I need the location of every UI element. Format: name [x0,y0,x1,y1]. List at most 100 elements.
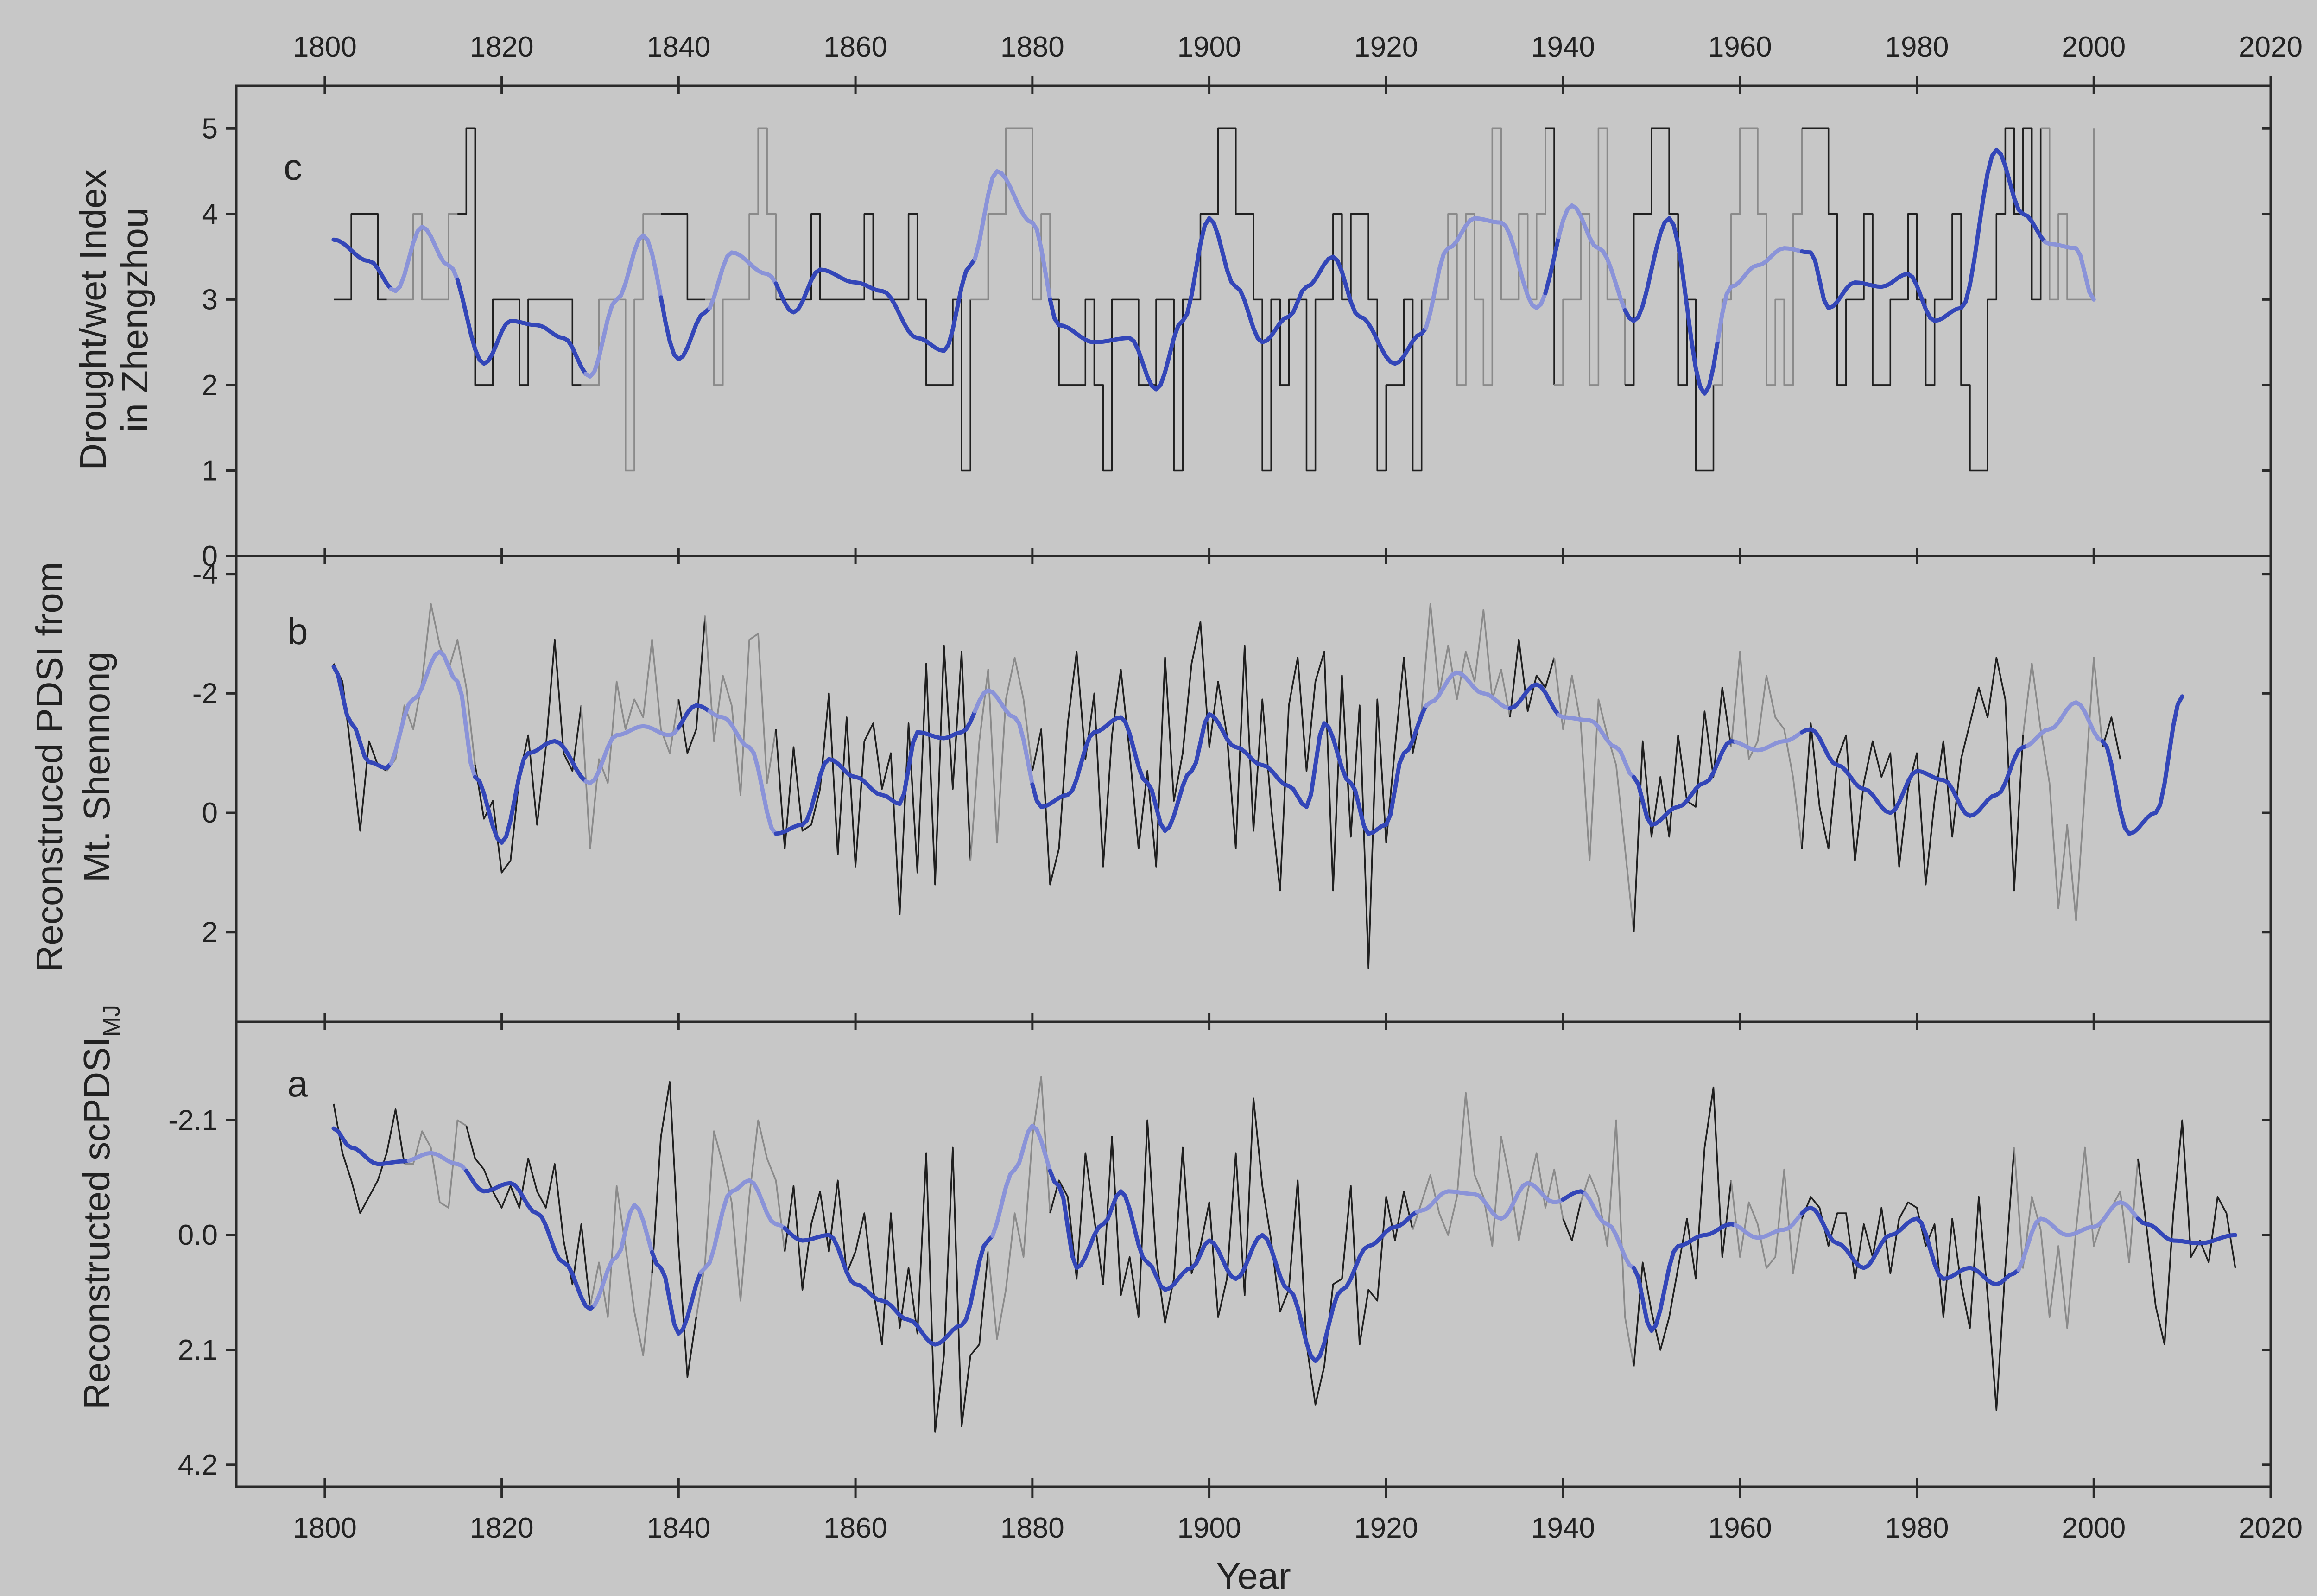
panel-a-raw-series-dark-16 [2137,1119,2236,1345]
panel-c-ylabel-line1: Drought/wet Index [72,169,114,470]
panel-a-raw-series-light-5 [695,1119,786,1317]
panel-a-ylabel: Reconstructed scPDSIMJ [76,1005,125,1410]
panel-a-smoothed-series-dark-16 [2136,1216,2238,1246]
x-tick-label-top: 2000 [2062,31,2126,63]
x-tick-label-bottom: 1860 [823,1512,887,1544]
panel-c-raw-series-light-3 [581,213,661,472]
panel-a-raw-series-dark-14 [1801,1147,2015,1411]
panel-a-smoothed-series-dark-12 [1632,1222,1738,1333]
panel-a-ylabel-main: Reconstructed scPDSI [76,1037,117,1410]
panel-b-raw-series-dark-2 [474,639,582,874]
panel-b-raw-series-dark-8 [1032,621,1423,969]
panel-c-label: c [284,146,302,188]
panel-b-raw-series-light-3 [580,639,680,850]
panel-b-smoothed-series-dark-16 [2100,694,2184,836]
panel-c-raw-series-light-5 [705,127,777,386]
panel-a-smoothed-series-light-1 [406,1151,468,1173]
panel-a-raw-series-light-15 [2013,1146,2139,1329]
panel-b-ylabel-line2: Mt. Shennong [76,652,117,882]
panel-a-smoothed-series-light-7 [990,1123,1052,1238]
panel-a-ytick-label: 2.1 [178,1334,218,1366]
panel-a-smoothed-series-dark-14 [1799,1205,2021,1286]
panel-c-smoothed-series-light-5 [707,250,778,310]
panel-a-label: a [287,1063,308,1104]
panel-c-ytick-label: 2 [202,369,218,401]
panel-b-raw-series-light-5 [704,615,777,796]
panel-b-smoothed-series-dark-4 [676,703,712,730]
panel-a-smoothed-series-dark-6 [782,1226,995,1347]
plot-frame [235,84,2272,1488]
panel-c-raw-series-dark-8 [1050,127,1423,472]
x-tick-label-bottom: 2020 [2239,1512,2303,1544]
panel-a-ytick-label: 4.2 [178,1449,218,1481]
panel-a-raw-series-light-9 [1412,1092,1564,1247]
panel-a-ytick-label: 0.0 [178,1219,218,1251]
panel-a-smoothed-series-dark-0 [331,1126,411,1166]
panel-a-smoothed-series-light-13 [1733,1211,1804,1240]
x-tick-label-top: 2020 [2239,31,2303,63]
x-tick-label-bottom: 1800 [293,1512,357,1544]
panel-c-ytick-label: 3 [202,284,218,316]
panel-b-smoothed-series-light-7 [973,688,1035,787]
panel-c-smoothed-series-light-13 [1716,246,1804,342]
panel-a-smoothed-series-dark-2 [464,1169,597,1311]
x-axis-label: Year [1216,1555,1291,1596]
x-tick-label-top: 1840 [646,31,710,63]
panel-b-smoothed-series-light-1 [389,649,477,779]
panel-c-ytick-label: 5 [202,113,218,145]
panel-a-ytick-label: -2.1 [168,1104,218,1136]
panel-c-smoothed-series-dark-0 [331,237,393,291]
panel-b-raw-series-light-9 [1420,603,1511,718]
x-tick-label-bottom: 1920 [1354,1512,1418,1544]
panel-c-smoothed-series-dark-12 [1623,216,1720,396]
x-tick-label-top: 1820 [470,31,534,63]
panel-c-raw-series-dark-10 [1545,127,1555,385]
x-tick-label-bottom: 1900 [1177,1512,1241,1544]
panel-c-smoothed-series-dark-8 [1048,216,1428,392]
panel-a-raw-series-dark-8 [1049,1097,1414,1406]
panel-c-smoothed-series-light-9 [1424,216,1548,330]
panel-a-raw-series-light-11 [1580,1119,1635,1367]
panel-a-smoothed-series-light-15 [2016,1200,2140,1272]
panel-b-raw-series-light-11 [1553,657,1635,932]
panel-c-raw-series-dark-6 [776,213,971,472]
x-tick-label-bottom: 1980 [1885,1512,1949,1544]
panel-b-smoothed-series-dark-8 [1030,703,1428,836]
panel-b-smoothed-series-dark-14 [1799,727,2030,818]
panel-b-raw-series-dark-6 [775,645,971,915]
panel-c-smoothed-series-dark-14 [1799,147,2047,323]
panel-a-raw-series-dark-6 [784,1146,989,1433]
panel-b-ytick-label: 0 [202,797,218,829]
panel-c-raw-series-dark-12 [1625,127,1715,472]
panel-b-raw-series-dark-4 [677,615,706,754]
panel-b-raw-series-dark-10 [1509,639,1555,718]
panel-a-smoothed-series-light-3 [592,1203,654,1308]
panel-c-raw-series-light-9 [1421,127,1546,386]
panel-b-ytick-label: 2 [202,917,218,949]
x-tick-label-bottom: 1940 [1531,1512,1595,1544]
panel-b-raw-series-light-1 [386,603,476,772]
panel-b-smoothed-series-dark-2 [473,739,588,845]
panel-c-raw-series-dark-14 [1802,127,2042,472]
panel-c-raw-series-light-1 [386,213,458,301]
panel-c-smoothed-series-light-7 [973,169,1052,302]
panel-b-raw-series-dark-16 [2102,716,2121,760]
x-tick-label-bottom: 1820 [470,1512,534,1544]
panel-a-raw-series-light-7 [987,1076,1051,1340]
x-tick-label-top: 1900 [1177,31,1241,63]
panel-a-raw-series-dark-4 [651,1081,697,1378]
panel-c-smoothed-series-light-1 [389,225,460,293]
panel-c-ytick-label: 1 [202,455,218,487]
panel-a-smoothed-series-light-9 [1415,1181,1565,1221]
x-tick-label-bottom: 2000 [2062,1512,2126,1544]
panel-b-smoothed-series-light-5 [707,709,778,836]
panel-a-smoothed-series-dark-8 [1048,1169,1419,1363]
panel-a-raw-series-dark-2 [465,1125,591,1306]
panel-b-raw-series-light-15 [2022,657,2104,921]
panel-b-smoothed-series-light-11 [1557,713,1636,779]
x-tick-label-top: 1920 [1354,31,1418,63]
panel-a-raw-series-light-13 [1730,1168,1803,1274]
panel-c-raw-series-light-13 [1713,127,1803,386]
panel-b-raw-series-light-13 [1730,651,1803,849]
